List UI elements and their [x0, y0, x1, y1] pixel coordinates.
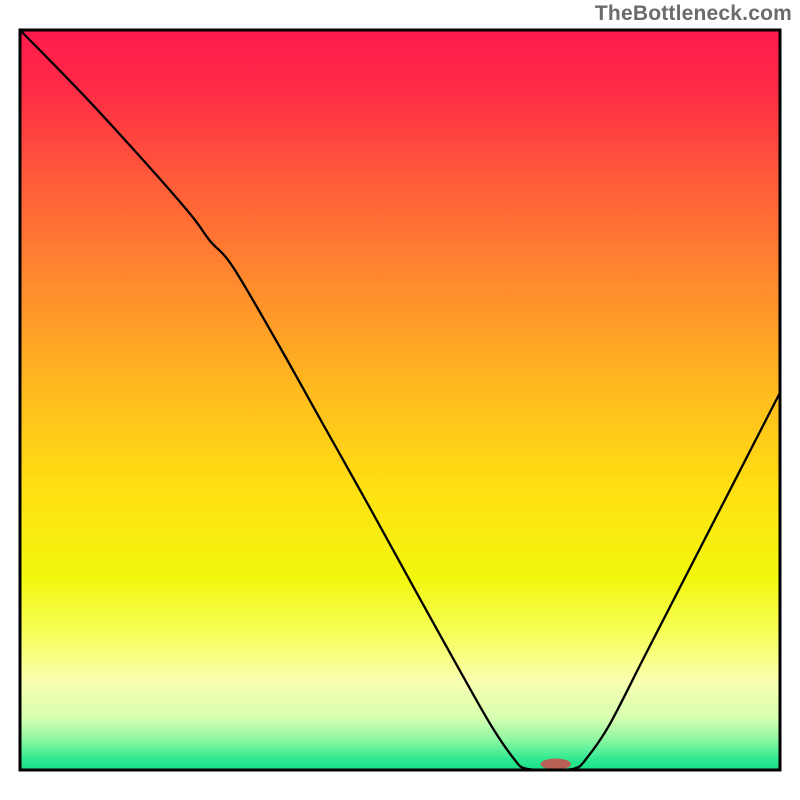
chart-canvas — [0, 0, 800, 800]
bottleneck-chart: TheBottleneck.com — [0, 0, 800, 800]
optimal-marker — [541, 759, 571, 770]
plot-background — [20, 30, 780, 770]
